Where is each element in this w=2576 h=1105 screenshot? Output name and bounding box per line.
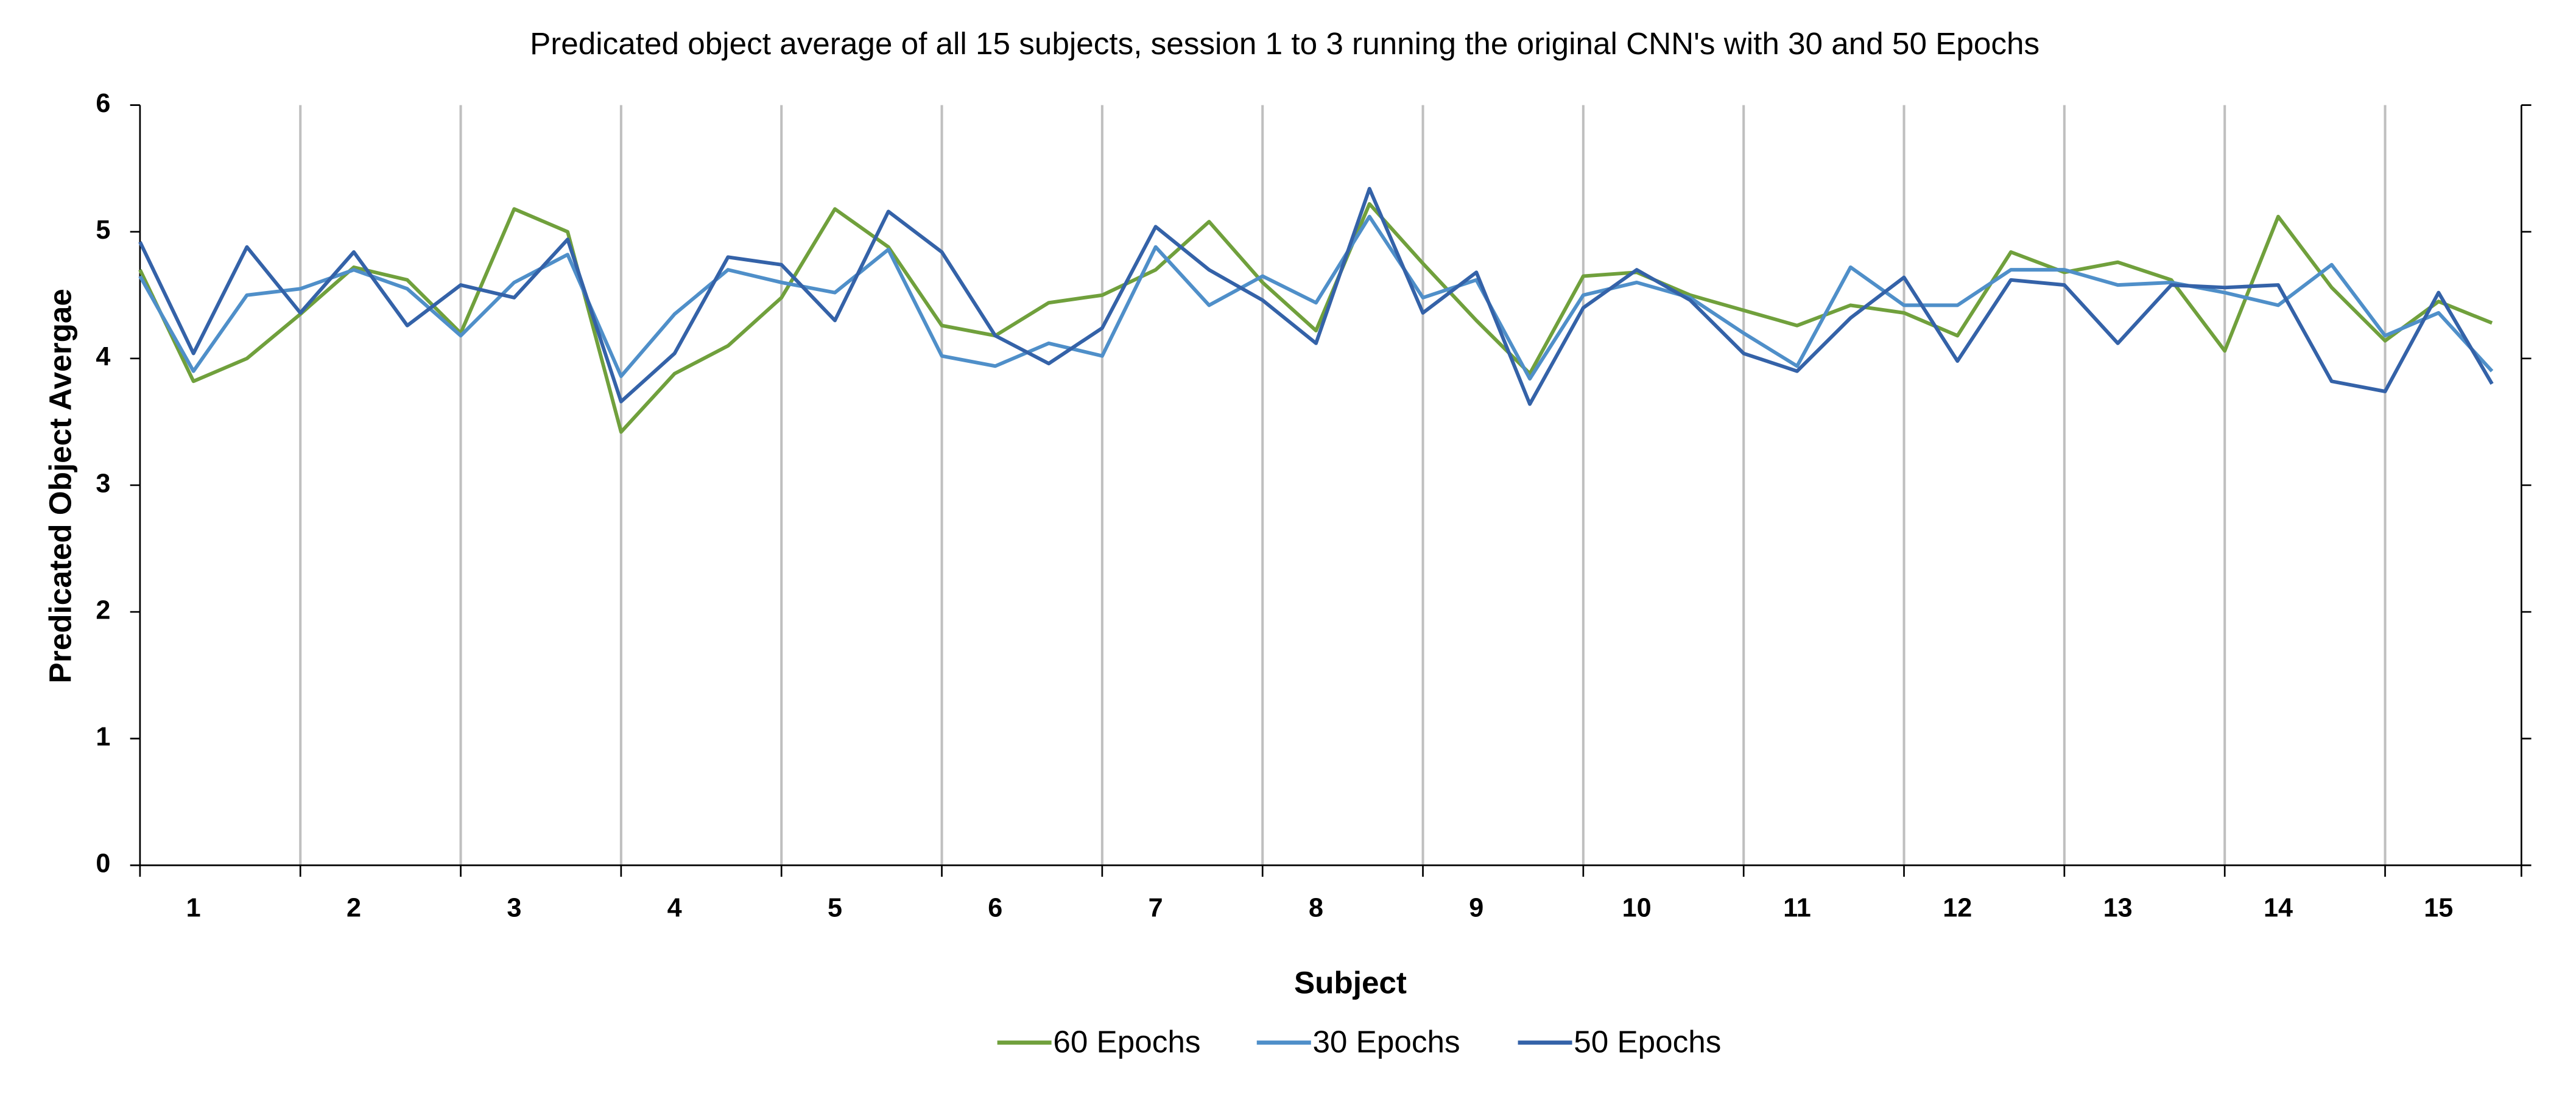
chart-title: Predicated object average of all 15 subj… — [530, 26, 2039, 61]
x-tick-label: 8 — [1309, 893, 1323, 922]
line-series — [138, 186, 2494, 406]
line-series — [138, 214, 2494, 381]
x-axis-label: Subject — [1294, 966, 1407, 1000]
y-tick-label: 1 — [96, 723, 110, 752]
x-tick-label: 7 — [1149, 893, 1163, 922]
legend-label: 50 Epochs — [1574, 1025, 1721, 1059]
y-axis-label: Predicated Object Avergae — [43, 289, 78, 683]
x-tick-label: 3 — [507, 893, 521, 922]
x-tick-label: 11 — [1783, 893, 1811, 922]
y-tick-label: 6 — [96, 89, 110, 118]
x-tick-label: 13 — [2103, 893, 2133, 922]
y-tick-label: 4 — [96, 342, 110, 371]
legend-label: 60 Epochs — [1053, 1025, 1200, 1059]
y-tick-label: 5 — [96, 216, 110, 245]
x-tick-label: 15 — [2424, 893, 2453, 922]
x-tick-label: 2 — [347, 893, 361, 922]
x-tick-label: 5 — [828, 893, 842, 922]
x-tick-label: 10 — [1622, 893, 1652, 922]
x-tick-label: 1 — [186, 893, 201, 922]
x-tick-label: 4 — [667, 893, 682, 922]
y-tick-label: 3 — [96, 469, 110, 498]
legend-label: 30 Epochs — [1312, 1025, 1460, 1059]
y-tick-label: 2 — [96, 595, 110, 625]
y-tick-label: 0 — [96, 849, 110, 879]
x-tick-label: 6 — [988, 893, 1002, 922]
x-tick-label: 12 — [1943, 893, 1972, 922]
x-tick-label: 9 — [1469, 893, 1483, 922]
x-tick-label: 14 — [2264, 893, 2293, 922]
line-series — [138, 202, 2493, 434]
